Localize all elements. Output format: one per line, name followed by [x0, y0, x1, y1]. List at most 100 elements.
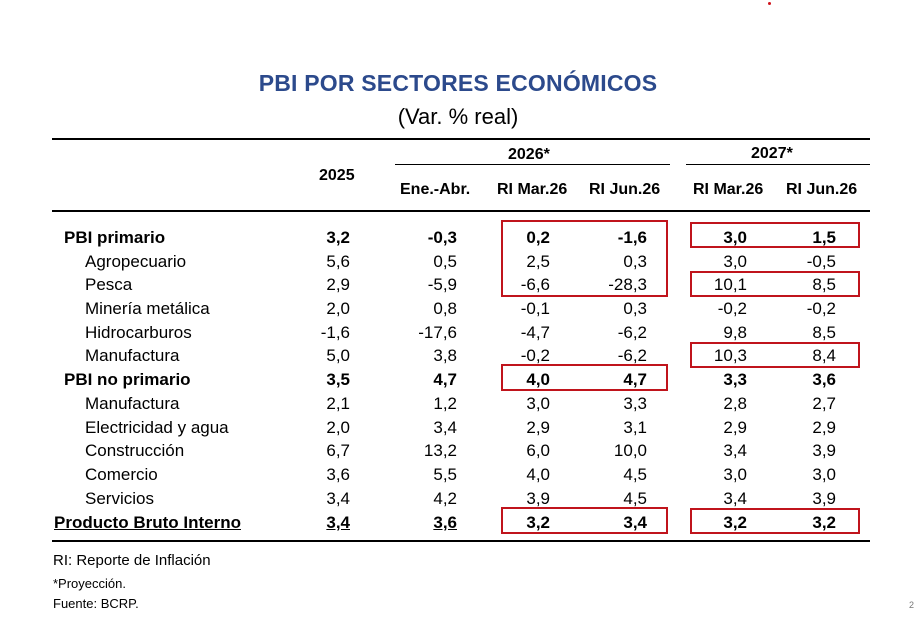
cell-2025: -1,6	[320, 323, 350, 342]
cell-2025: 3,4	[326, 513, 350, 532]
cell-ri-jun26-2026: -6,2	[617, 323, 647, 342]
cell-2025: 3,6	[326, 465, 350, 484]
cell-ri-jun26-2027: 8,5	[812, 323, 836, 342]
cell-ri-jun26-2026: 0,3	[623, 299, 647, 318]
cell-ri-mar26-2026: 3,2	[526, 513, 550, 532]
highlight-box-2026-primario	[501, 220, 668, 297]
row-label: Electricidad y agua	[85, 418, 229, 437]
cell-ri-jun26-2027: 8,5	[812, 275, 836, 294]
rule-2027-group	[686, 164, 870, 165]
highlight-box-2027-primario	[690, 222, 860, 248]
note-proyeccion: *Proyección.	[53, 576, 126, 591]
cell-ri-mar26-2027: 2,9	[723, 418, 747, 437]
cell-2025: 2,1	[326, 394, 350, 413]
row-label: PBI primario	[64, 228, 166, 247]
highlight-box-2027-manufactura	[690, 342, 860, 368]
cell-ri-mar26-2027: 3,2	[723, 513, 747, 532]
cell-ri-jun26-2026: 0,3	[623, 252, 647, 271]
note-fuente: Fuente: BCRP.	[53, 596, 139, 611]
cell-ri-mar26-2027: -0,2	[717, 299, 747, 318]
table-top-rule	[52, 138, 870, 140]
cell-ene-abr: 4,2	[433, 489, 457, 508]
cell-ri-jun26-2027: 3,9	[812, 489, 836, 508]
highlight-box-2026-pbi	[501, 507, 668, 534]
cell-ri-jun26-2026: -1,6	[617, 228, 647, 247]
row-label: Manufactura	[85, 394, 180, 413]
cell-ri-jun26-2027: -0,5	[806, 252, 836, 271]
cell-ene-abr: 5,5	[433, 465, 457, 484]
row-label: Construcción	[85, 441, 185, 460]
cell-ene-abr: 4,7	[433, 370, 457, 389]
header-ri-jun26-2026: RI Jun.26	[589, 181, 661, 198]
cell-ri-jun26-2026: 4,7	[623, 370, 647, 389]
cell-ri-jun26-2027: 3,0	[812, 465, 836, 484]
cell-ri-mar26-2026: 0,2	[526, 228, 550, 247]
cell-ene-abr: 13,2	[423, 441, 457, 460]
header-ri-mar26-2026: RI Mar.26	[497, 181, 568, 198]
header-ri-mar26-2027: RI Mar.26	[693, 181, 764, 198]
cell-ene-abr: -0,3	[427, 228, 457, 247]
cell-ri-mar26-2026: 3,0	[526, 394, 550, 413]
page-subtitle: (Var. % real)	[397, 104, 519, 129]
cell-ri-mar26-2027: 2,8	[723, 394, 747, 413]
cell-ri-mar26-2027: 10,3	[713, 346, 747, 365]
note-ri: RI: Reporte de Inflación	[53, 552, 211, 569]
header-bottom-rule	[52, 210, 870, 212]
table-bottom-rule	[52, 540, 870, 542]
header-ene-abr: Ene.-Abr.	[400, 181, 471, 198]
cell-2025: 2,9	[326, 275, 350, 294]
cell-2025: 3,2	[326, 228, 350, 247]
cell-ri-jun26-2026: -6,2	[617, 346, 647, 365]
cell-ri-jun26-2027: 3,9	[812, 441, 836, 460]
row-label: Agropecuario	[85, 252, 187, 271]
cell-ene-abr: 3,4	[433, 418, 457, 437]
cell-2025: 5,6	[326, 252, 350, 271]
cell-ri-mar26-2026: 2,9	[526, 418, 550, 437]
cell-ri-mar26-2026: -0,1	[520, 299, 550, 318]
row-label: Servicios	[85, 489, 154, 508]
cell-ri-mar26-2026: 6,0	[526, 441, 550, 460]
row-label: Minería metálica	[85, 299, 210, 318]
cell-ri-mar26-2026: 4,0	[526, 370, 550, 389]
page-title: PBI POR SECTORES ECONÓMICOS	[258, 70, 658, 96]
highlight-box-2026-no-primario	[501, 364, 668, 391]
cell-ri-mar26-2027: 3,0	[723, 228, 747, 247]
cell-ri-jun26-2027: -0,2	[806, 299, 836, 318]
cell-2025: 3,5	[326, 370, 350, 389]
cell-ri-jun26-2026: 4,5	[623, 465, 647, 484]
cell-ri-mar26-2027: 3,0	[723, 252, 747, 271]
cell-ri-mar26-2027: 3,3	[723, 370, 747, 389]
highlight-box-2027-pbi	[690, 508, 860, 534]
red-dot-marker	[768, 2, 771, 5]
cell-2025: 5,0	[326, 346, 350, 365]
cell-ri-mar26-2026: -4,7	[520, 323, 550, 342]
cell-ri-mar26-2027: 3,0	[723, 465, 747, 484]
cell-2025: 2,0	[326, 418, 350, 437]
page-number: 2	[908, 600, 914, 610]
cell-ene-abr: 0,5	[433, 252, 457, 271]
cell-ri-mar26-2027: 10,1	[713, 275, 747, 294]
cell-ene-abr: 3,6	[433, 513, 457, 532]
header-2025: 2025	[319, 167, 355, 184]
cell-ri-jun26-2026: 10,0	[613, 441, 647, 460]
row-label: Hidrocarburos	[85, 323, 192, 342]
cell-ri-jun26-2026: 3,3	[623, 394, 647, 413]
header-2026: 2026*	[508, 146, 550, 163]
cell-2025: 3,4	[326, 489, 350, 508]
cell-ri-jun26-2026: -28,3	[608, 275, 647, 294]
cell-ri-jun26-2027: 8,4	[812, 346, 836, 365]
row-label: PBI no primario	[64, 370, 191, 389]
cell-ene-abr: 1,2	[433, 394, 457, 413]
cell-ri-mar26-2027: 3,4	[723, 489, 747, 508]
cell-ri-mar26-2026: 2,5	[526, 252, 550, 271]
cell-ri-jun26-2026: 4,5	[623, 489, 647, 508]
cell-ri-jun26-2027: 1,5	[812, 228, 836, 247]
cell-ene-abr: 3,8	[433, 346, 457, 365]
cell-ri-mar26-2026: 3,9	[526, 489, 550, 508]
cell-ene-abr: 0,8	[433, 299, 457, 318]
cell-ri-mar26-2027: 9,8	[723, 323, 747, 342]
cell-ri-jun26-2026: 3,4	[623, 513, 647, 532]
header-2027: 2027*	[751, 145, 793, 162]
cell-ri-mar26-2026: -0,2	[520, 346, 550, 365]
highlight-box-2027-pesca	[690, 271, 860, 297]
